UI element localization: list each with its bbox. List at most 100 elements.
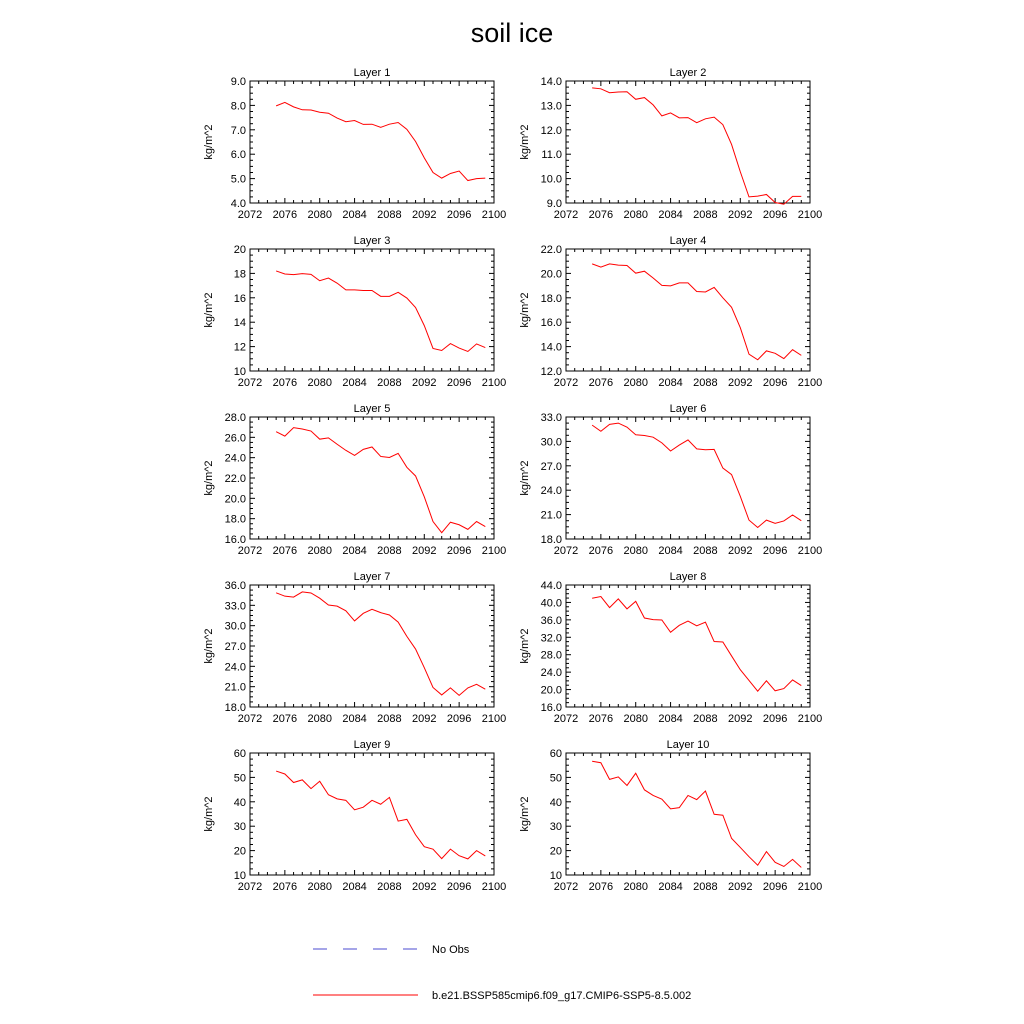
x-tick-label: 2100 (482, 377, 506, 389)
y-tick-label: 33.0 (225, 600, 246, 612)
plot-frame (565, 416, 811, 540)
x-tick-label: 2100 (482, 209, 506, 221)
y-tick-label: 60 (234, 748, 246, 760)
x-tick-label: 2092 (728, 713, 752, 725)
series-line (591, 422, 802, 529)
x-tick-label: 2096 (447, 377, 471, 389)
x-tick-label: 2084 (342, 881, 366, 893)
x-tick-label: 2092 (412, 209, 436, 221)
y-tick-label: 33.0 (541, 412, 562, 424)
y-tick-label: 22.0 (541, 244, 562, 256)
y-tick-label: 50 (550, 772, 562, 784)
x-tick-label: 2076 (273, 209, 297, 221)
panel-layer-6: Layer 6 2072 2076 2080 2084 2088 2092 2096 2100 1… (519, 403, 822, 557)
x-tick-label: 2096 (447, 881, 471, 893)
x-tick-label: 2100 (482, 545, 506, 557)
x-tick-label: 2076 (589, 377, 613, 389)
y-tick-label: 30 (234, 821, 246, 833)
y-axis-label: kg/m^2 (519, 460, 531, 495)
x-tick-label: 2084 (658, 881, 682, 893)
x-tick-label: 2076 (273, 545, 297, 557)
x-tick-label: 2092 (412, 377, 436, 389)
panel-layer-5: Layer 5 2072 2076 2080 2084 2088 2092 2096 2100 1… (203, 403, 506, 557)
figure-title: soil ice (471, 18, 554, 48)
y-axis-label: kg/m^2 (519, 796, 531, 831)
x-tick-label: 2100 (482, 713, 506, 725)
panel-layer-2: Layer 2 2072 2076 2080 2084 2088 2092 2096 2100 9… (519, 67, 822, 221)
panel-layer-3: Layer 3 2072 2076 2080 2084 2088 2092 2096 2100 1… (203, 235, 506, 389)
x-tick-label: 2084 (658, 209, 682, 221)
series-line (592, 595, 802, 693)
y-tick-label: 40 (234, 797, 246, 809)
x-tick-label: 2100 (798, 713, 822, 725)
y-tick-label: 16.0 (541, 317, 562, 329)
x-tick-label: 2080 (623, 881, 647, 893)
x-tick-label: 2076 (273, 713, 297, 725)
x-tick-label: 2088 (693, 545, 717, 557)
y-tick-label: 10 (234, 366, 246, 378)
series-line (275, 770, 486, 860)
y-tick-label: 4.0 (231, 198, 246, 210)
x-tick-label: 2084 (658, 545, 682, 557)
x-tick-label: 2080 (307, 377, 331, 389)
x-tick-label: 2096 (763, 545, 787, 557)
panel-layer-8: Layer 8 2072 2076 2080 2084 2088 2092 2096 2100 1… (519, 571, 822, 725)
x-tick-label: 2096 (447, 713, 471, 725)
x-tick-label: 2072 (554, 377, 578, 389)
x-tick-label: 2088 (693, 209, 717, 221)
y-tick-label: 30.0 (225, 621, 246, 633)
y-tick-label: 11.0 (541, 149, 562, 161)
x-tick-label: 2080 (307, 209, 331, 221)
plot-frame (565, 80, 811, 204)
y-tick-label: 24.0 (225, 661, 246, 673)
y-tick-label: 20.0 (225, 493, 246, 505)
series-line (591, 263, 802, 361)
series-line (592, 760, 802, 868)
plot-frame (249, 416, 495, 540)
y-tick-label: 32.0 (541, 632, 562, 644)
panel-layer-7: Layer 7 2072 2076 2080 2084 2088 2092 2096 2100 1… (203, 571, 506, 725)
x-tick-label: 2092 (412, 545, 436, 557)
x-tick-label: 2092 (728, 377, 752, 389)
y-tick-label: 20 (234, 846, 246, 858)
x-tick-label: 2096 (763, 713, 787, 725)
y-tick-label: 16.0 (225, 534, 246, 546)
y-tick-label: 16.0 (541, 702, 562, 714)
y-tick-label: 6.0 (231, 149, 246, 161)
panel-layer-4: Layer 4 2072 2076 2080 2084 2088 2092 2096 2100 1… (519, 235, 822, 389)
y-tick-label: 18 (234, 268, 246, 280)
y-tick-label: 24.0 (225, 453, 246, 465)
x-tick-label: 2096 (763, 209, 787, 221)
panel-grid: Layer 1 2072 2076 2080 2084 2088 2092 2096 2100 4… (203, 67, 822, 893)
panel-title: Layer 10 (667, 739, 710, 751)
y-tick-label: 14.0 (541, 342, 562, 354)
x-tick-label: 2088 (693, 713, 717, 725)
series-line (275, 101, 486, 182)
y-tick-label: 20 (550, 846, 562, 858)
y-tick-label: 7.0 (231, 125, 246, 137)
y-axis-label: kg/m^2 (519, 628, 531, 663)
x-tick-label: 2096 (763, 881, 787, 893)
y-tick-label: 20 (234, 244, 246, 256)
plot-frame (249, 752, 495, 876)
x-tick-label: 2076 (589, 713, 613, 725)
y-tick-label: 14 (234, 317, 246, 329)
x-tick-label: 2088 (377, 881, 401, 893)
x-tick-label: 2080 (623, 377, 647, 389)
y-axis-label: kg/m^2 (203, 628, 215, 663)
y-tick-label: 40 (550, 797, 562, 809)
y-tick-label: 28.0 (225, 412, 246, 424)
y-tick-label: 24.0 (541, 485, 562, 497)
x-tick-label: 2100 (482, 881, 506, 893)
x-tick-label: 2092 (728, 209, 752, 221)
y-tick-label: 16 (234, 293, 246, 305)
y-axis-label: kg/m^2 (519, 124, 531, 159)
y-tick-label: 12.0 (541, 125, 562, 137)
x-tick-label: 2088 (693, 881, 717, 893)
legend: No Obs b.e21.BSSP585cmip6.f09_g17.CMIP6-… (313, 944, 691, 1002)
x-tick-label: 2092 (728, 881, 752, 893)
x-tick-label: 2096 (763, 377, 787, 389)
x-tick-label: 2072 (238, 209, 262, 221)
x-tick-label: 2080 (623, 713, 647, 725)
